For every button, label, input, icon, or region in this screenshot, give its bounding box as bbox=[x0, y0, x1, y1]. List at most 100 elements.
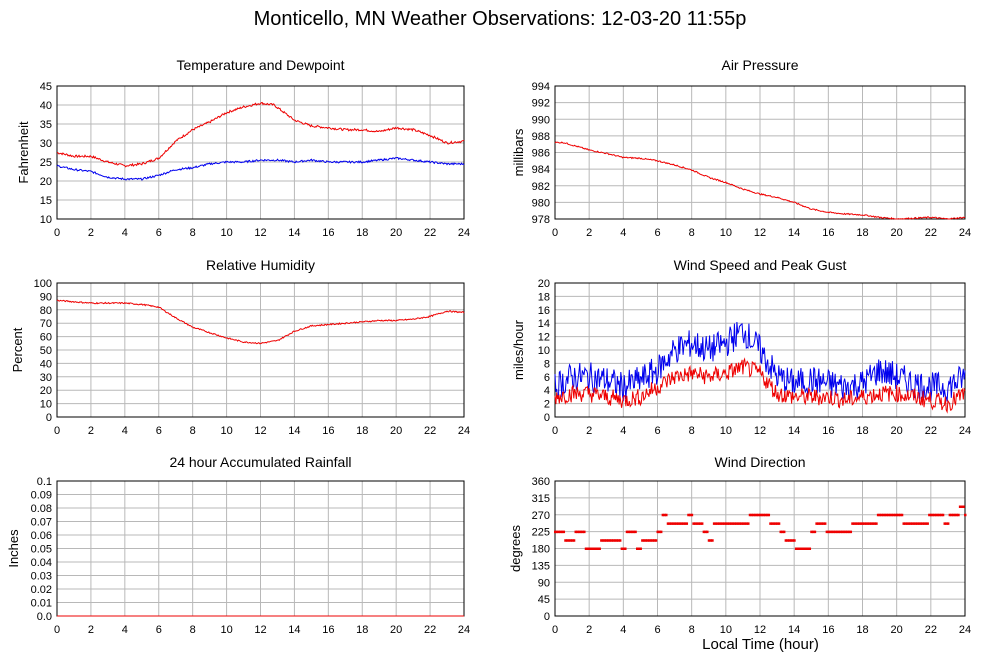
direction-point bbox=[666, 522, 670, 525]
y-tick-label: 0.1 bbox=[37, 476, 52, 488]
direction-point bbox=[952, 513, 955, 517]
direction-point bbox=[639, 547, 642, 550]
direction-point bbox=[654, 539, 658, 542]
direction-point bbox=[774, 522, 777, 525]
y-tick-label: 180 bbox=[532, 544, 550, 556]
y-tick-label: 0.06 bbox=[31, 530, 52, 542]
direction-point bbox=[796, 547, 800, 550]
direction-point bbox=[895, 513, 899, 517]
y-tick-label: 10 bbox=[40, 399, 52, 411]
direction-point bbox=[919, 522, 923, 525]
y-tick-label: 0.05 bbox=[31, 544, 52, 556]
direction-point bbox=[700, 522, 704, 525]
y-axis-label: Fahrenheit bbox=[16, 121, 31, 184]
y-tick-label: 994 bbox=[532, 81, 550, 93]
direction-point bbox=[740, 522, 743, 525]
direction-point bbox=[617, 539, 620, 542]
direction-point bbox=[837, 530, 841, 534]
x-tick-label: 16 bbox=[322, 624, 334, 636]
direction-point bbox=[856, 522, 859, 525]
direction-point bbox=[659, 530, 663, 534]
direction-point bbox=[603, 539, 607, 542]
direction-point bbox=[800, 547, 803, 550]
direction-point bbox=[595, 547, 598, 550]
direction-point bbox=[613, 539, 617, 542]
direction-point bbox=[637, 547, 641, 550]
direction-point bbox=[695, 522, 699, 525]
direction-point bbox=[793, 539, 796, 542]
direction-point bbox=[946, 522, 950, 525]
direction-point bbox=[921, 522, 924, 525]
y-tick-label: 15 bbox=[40, 195, 52, 207]
direction-point bbox=[697, 522, 700, 525]
chart-title: Relative Humidity bbox=[206, 257, 315, 273]
y-tick-label: 35 bbox=[40, 119, 52, 131]
plot-frame bbox=[554, 282, 966, 418]
direction-point bbox=[863, 522, 866, 525]
direction-point bbox=[565, 539, 569, 542]
direction-point bbox=[890, 513, 894, 517]
x-tick-label: 16 bbox=[322, 227, 334, 239]
direction-point bbox=[716, 522, 719, 525]
direction-point bbox=[600, 539, 603, 542]
series-line-humidity-0 bbox=[56, 299, 465, 345]
y-tick-label: 0.08 bbox=[31, 503, 52, 515]
x-tick-label: 2 bbox=[586, 425, 592, 437]
direction-point bbox=[728, 522, 731, 525]
direction-point bbox=[612, 539, 615, 542]
direction-point bbox=[673, 522, 677, 525]
direction-point bbox=[950, 513, 953, 517]
x-tick-label: 8 bbox=[689, 227, 695, 239]
chart-title: Wind Speed and Peak Gust bbox=[674, 257, 847, 273]
x-tick-label: 18 bbox=[356, 624, 368, 636]
y-tick-label: 20 bbox=[40, 385, 52, 397]
direction-point bbox=[803, 547, 806, 550]
plot-frame bbox=[56, 282, 465, 418]
direction-point bbox=[823, 522, 827, 525]
direction-point bbox=[827, 530, 830, 534]
direction-point bbox=[731, 522, 735, 525]
direction-point bbox=[678, 522, 682, 525]
direction-point bbox=[893, 513, 897, 517]
direction-point bbox=[656, 530, 659, 534]
x-tick-label: 0 bbox=[54, 425, 60, 437]
direction-point bbox=[880, 513, 883, 517]
direction-point bbox=[555, 530, 559, 534]
direction-point bbox=[873, 522, 876, 525]
direction-point bbox=[779, 530, 782, 534]
x-tick-label: 16 bbox=[822, 624, 834, 636]
direction-point bbox=[957, 513, 960, 517]
direction-point bbox=[820, 522, 823, 525]
direction-point bbox=[752, 513, 755, 517]
x-tick-label: 0 bbox=[552, 624, 558, 636]
direction-point bbox=[858, 522, 861, 525]
direction-point bbox=[661, 513, 665, 517]
x-tick-label: 14 bbox=[788, 624, 800, 636]
y-tick-label: 225 bbox=[532, 527, 550, 539]
direction-point bbox=[646, 539, 649, 542]
y-tick-label: 315 bbox=[532, 493, 550, 505]
direction-point bbox=[791, 539, 794, 542]
y-tick-label: 30 bbox=[40, 138, 52, 150]
x-tick-label: 10 bbox=[720, 425, 732, 437]
direction-point bbox=[770, 522, 774, 525]
direction-point bbox=[636, 547, 639, 550]
direction-point bbox=[671, 522, 675, 525]
x-tick-label: 6 bbox=[156, 425, 162, 437]
direction-point bbox=[647, 539, 651, 542]
direction-point bbox=[735, 522, 738, 525]
direction-point bbox=[772, 522, 776, 525]
direction-point bbox=[694, 522, 697, 525]
direction-point bbox=[907, 522, 911, 525]
x-tick-label: 0 bbox=[54, 624, 60, 636]
x-tick-label: 12 bbox=[254, 425, 266, 437]
direction-point bbox=[912, 522, 916, 525]
x-tick-label: 14 bbox=[288, 227, 300, 239]
x-tick-label: 6 bbox=[654, 624, 660, 636]
x-tick-label: 22 bbox=[424, 227, 436, 239]
x-tick-label: 20 bbox=[390, 227, 402, 239]
y-tick-label: 8 bbox=[544, 358, 550, 370]
